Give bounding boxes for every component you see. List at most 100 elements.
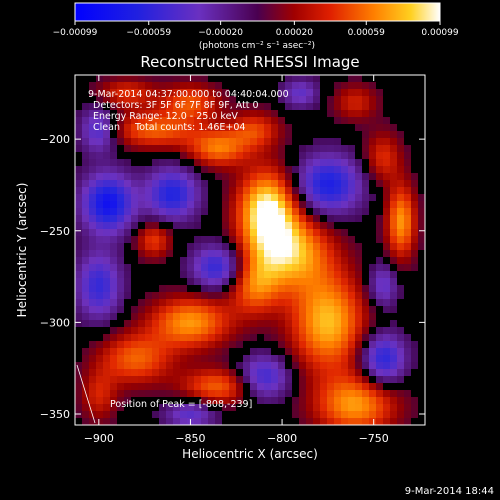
- heatmap-cell: [348, 348, 356, 356]
- heatmap-cell: [257, 257, 265, 265]
- heatmap-cell: [138, 89, 146, 97]
- heatmap-cell: [313, 390, 321, 398]
- heatmap-cell: [418, 229, 425, 237]
- heatmap-cell: [264, 376, 272, 384]
- heatmap-cell: [376, 229, 384, 237]
- heatmap-cell: [124, 96, 132, 104]
- heatmap-cell: [278, 355, 286, 363]
- heatmap-cell: [208, 397, 216, 405]
- heatmap-cell: [348, 369, 356, 377]
- heatmap-cell: [285, 355, 293, 363]
- heatmap-cell: [418, 278, 425, 286]
- heatmap-cell: [299, 110, 307, 118]
- heatmap-cell: [75, 75, 83, 83]
- heatmap-cell: [229, 180, 237, 188]
- heatmap-cell: [404, 166, 412, 174]
- heatmap-cell: [334, 250, 342, 258]
- heatmap-cell: [138, 103, 146, 111]
- heatmap-cell: [341, 397, 349, 405]
- heatmap-cell: [404, 110, 412, 118]
- heatmap-cell: [355, 313, 363, 321]
- heatmap-cell: [257, 397, 265, 405]
- heatmap-cell: [278, 348, 286, 356]
- heatmap-cell: [376, 82, 384, 90]
- heatmap-cell: [278, 89, 286, 97]
- heatmap-cell: [187, 208, 195, 216]
- heatmap-cell: [320, 257, 328, 265]
- heatmap-cell: [166, 348, 174, 356]
- heatmap-cell: [215, 166, 223, 174]
- heatmap-cell: [390, 201, 398, 209]
- heatmap-cell: [383, 187, 391, 195]
- heatmap-cell: [229, 264, 237, 272]
- heatmap-cell: [264, 82, 272, 90]
- heatmap-cell: [166, 243, 174, 251]
- heatmap-cell: [243, 180, 251, 188]
- heatmap-cell: [75, 152, 83, 160]
- heatmap-cell: [271, 313, 279, 321]
- heatmap-cell: [222, 313, 230, 321]
- heatmap-cell: [355, 306, 363, 314]
- heatmap-cell: [89, 278, 97, 286]
- heatmap-cell: [243, 110, 251, 118]
- colorbar-tick-label: 0.00020: [276, 28, 313, 38]
- heatmap-cell: [222, 411, 230, 419]
- heatmap-cell: [264, 320, 272, 328]
- heatmap-cell: [376, 376, 384, 384]
- heatmap-cell: [292, 124, 300, 132]
- heatmap-cell: [404, 257, 412, 265]
- heatmap-cell: [166, 397, 174, 405]
- heatmap-cell: [96, 285, 104, 293]
- heatmap-cell: [369, 341, 377, 349]
- heatmap-cell: [299, 180, 307, 188]
- heatmap-cell: [411, 390, 419, 398]
- heatmap-cell: [96, 89, 104, 97]
- heatmap-cell: [327, 383, 335, 391]
- heatmap-cell: [159, 411, 167, 419]
- heatmap-cell: [222, 201, 230, 209]
- heatmap-cell: [96, 173, 104, 181]
- heatmap-cell: [236, 236, 244, 244]
- heatmap-cell: [103, 411, 111, 419]
- heatmap-cell: [320, 222, 328, 230]
- heatmap-cell: [173, 110, 181, 118]
- heatmap-cell: [341, 96, 349, 104]
- heatmap-cell: [362, 131, 370, 139]
- heatmap-cell: [257, 334, 265, 342]
- heatmap-cell: [103, 299, 111, 307]
- heatmap-cell: [306, 131, 314, 139]
- heatmap-cell: [306, 159, 314, 167]
- heatmap-cell: [397, 348, 405, 356]
- heatmap-cell: [166, 320, 174, 328]
- heatmap-cell: [306, 383, 314, 391]
- heatmap-cell: [194, 89, 202, 97]
- heatmap-cell: [75, 250, 83, 258]
- heatmap-cell: [404, 362, 412, 370]
- heatmap-cell: [250, 117, 258, 125]
- heatmap-cell: [82, 131, 90, 139]
- heatmap-cell: [397, 271, 405, 279]
- heatmap-cell: [222, 131, 230, 139]
- heatmap-cell: [208, 110, 216, 118]
- heatmap-cell: [411, 285, 419, 293]
- heatmap-cell: [418, 187, 425, 195]
- heatmap-cell: [159, 285, 167, 293]
- heatmap-cell: [82, 222, 90, 230]
- heatmap-cell: [271, 229, 279, 237]
- heatmap-cell: [341, 320, 349, 328]
- heatmap-cell: [89, 348, 97, 356]
- heatmap-cell: [166, 418, 174, 425]
- heatmap-cell: [103, 292, 111, 300]
- heatmap-cell: [369, 117, 377, 125]
- heatmap-cell: [306, 376, 314, 384]
- heatmap-cell: [390, 117, 398, 125]
- heatmap-cell: [383, 103, 391, 111]
- heatmap-cell: [110, 418, 118, 425]
- heatmap-cell: [117, 145, 125, 153]
- heatmap-cell: [369, 348, 377, 356]
- heatmap-cell: [355, 222, 363, 230]
- heatmap-cell: [124, 383, 132, 391]
- heatmap-cell: [124, 397, 132, 405]
- heatmap-cell: [187, 166, 195, 174]
- heatmap-cell: [110, 264, 118, 272]
